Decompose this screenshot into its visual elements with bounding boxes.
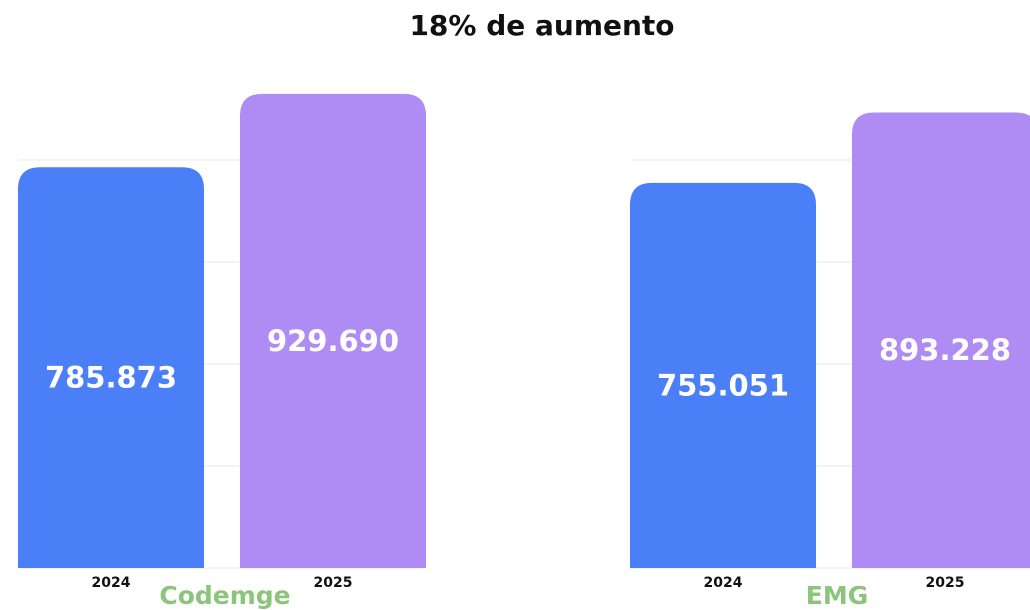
- x-tick-label: 2025: [926, 575, 965, 591]
- chart-title: 18% de aumento: [409, 9, 674, 42]
- x-tick-label: 2025: [314, 575, 353, 591]
- value-label: 755.051: [657, 368, 789, 402]
- bar: [852, 112, 1030, 568]
- bar: [240, 93, 426, 569]
- x-axis-label: Codemge: [159, 581, 290, 610]
- x-tick-label: 2024: [704, 575, 743, 591]
- value-label: 893.228: [879, 333, 1011, 367]
- x-axis-label: EMG: [806, 581, 868, 610]
- bar: [18, 167, 204, 568]
- value-label: 785.873: [45, 361, 177, 395]
- x-tick-label: 2024: [92, 575, 131, 591]
- value-label: 929.690: [267, 324, 399, 358]
- bar: [630, 182, 816, 568]
